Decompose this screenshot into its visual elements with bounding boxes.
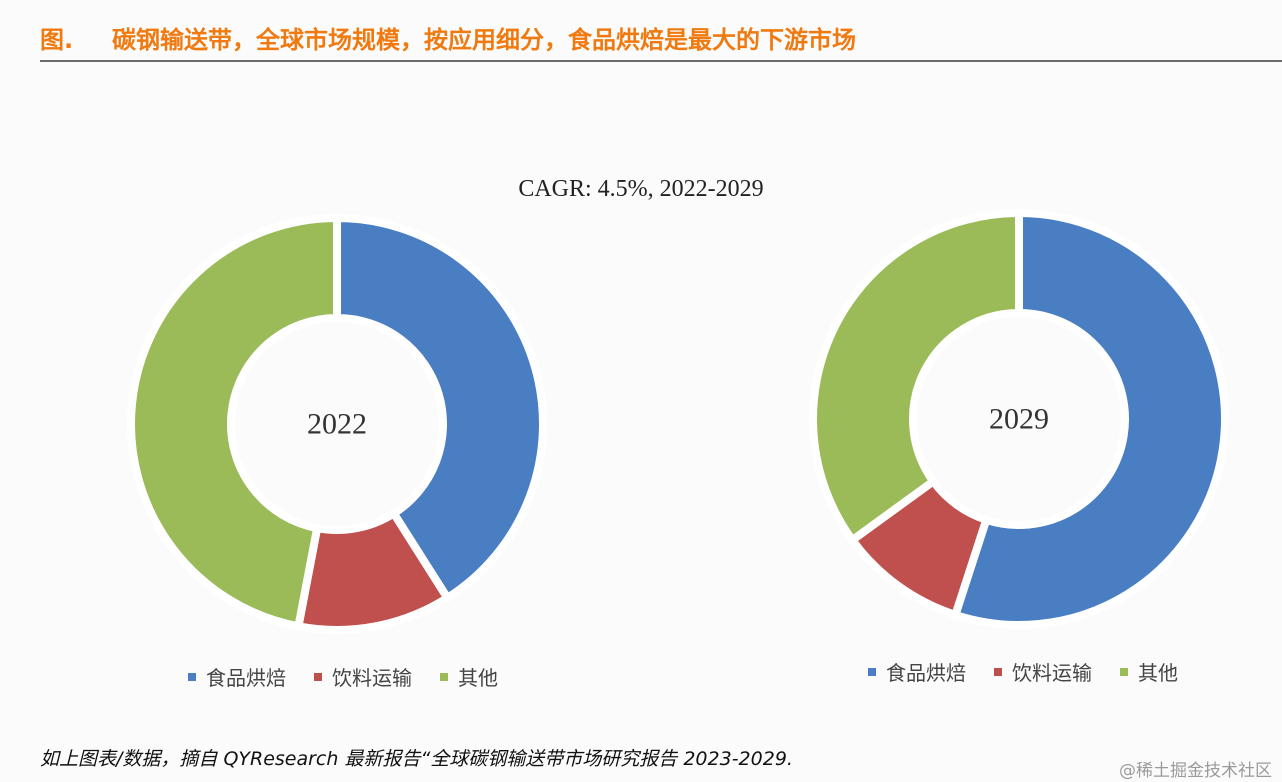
donut-center-label: 2029 bbox=[989, 403, 1049, 436]
legend-label-beverage: 饮料运输 bbox=[1012, 661, 1092, 685]
legend-label-food: 食品烘焙 bbox=[886, 661, 966, 685]
donut-2029: 2029 bbox=[809, 208, 1229, 629]
donut-2022: 2022 bbox=[127, 213, 547, 634]
slice-food-baking-2022 bbox=[333, 213, 547, 604]
legend-item: 其他 bbox=[1120, 657, 1178, 686]
chart-title: CAGR: 4.5%, 2022-2029 bbox=[518, 176, 764, 202]
legend-label-other: 其他 bbox=[1138, 661, 1178, 685]
legend-item: 食品烘焙 bbox=[868, 657, 966, 686]
legend-swatch-food bbox=[868, 667, 876, 676]
legend-swatch-other bbox=[1120, 667, 1128, 676]
legend-swatch-other bbox=[440, 672, 448, 681]
source-note: 如上图表/数据，摘自 QYResearch 最新报告“全球碳钢输送带市场研究报告… bbox=[40, 748, 793, 770]
slice-other-2029 bbox=[809, 208, 1023, 546]
legend-label-other: 其他 bbox=[458, 666, 498, 690]
legend-item: 饮料运输 bbox=[314, 662, 412, 691]
legend-swatch-beverage bbox=[314, 672, 322, 681]
title-divider bbox=[40, 60, 1282, 62]
legend-item: 食品烘焙 bbox=[188, 662, 286, 691]
legend-2022: 食品烘焙 饮料运输 其他 bbox=[188, 662, 526, 691]
legend-item: 饮料运输 bbox=[994, 657, 1092, 686]
slice-other-2022 bbox=[127, 213, 341, 632]
donut-center-label: 2022 bbox=[307, 408, 367, 441]
watermark: @稀土掘金技术社区 bbox=[1119, 761, 1272, 781]
legend-label-food: 食品烘焙 bbox=[206, 666, 286, 690]
legend-label-beverage: 饮料运输 bbox=[332, 666, 412, 690]
slice-food-baking-2029 bbox=[950, 208, 1229, 629]
figure-title: 图. 碳钢输送带，全球市场规模，按应用细分，食品烘焙是最大的下游市场 bbox=[40, 20, 856, 55]
figure-title-text: 碳钢输送带，全球市场规模，按应用细分，食品烘焙是最大的下游市场 bbox=[112, 26, 856, 54]
legend-swatch-food bbox=[188, 672, 196, 681]
legend-swatch-beverage bbox=[994, 667, 1002, 676]
figure-label: 图. bbox=[40, 26, 74, 54]
legend-item: 其他 bbox=[440, 662, 498, 691]
legend-2029: 食品烘焙 饮料运输 其他 bbox=[868, 657, 1206, 686]
